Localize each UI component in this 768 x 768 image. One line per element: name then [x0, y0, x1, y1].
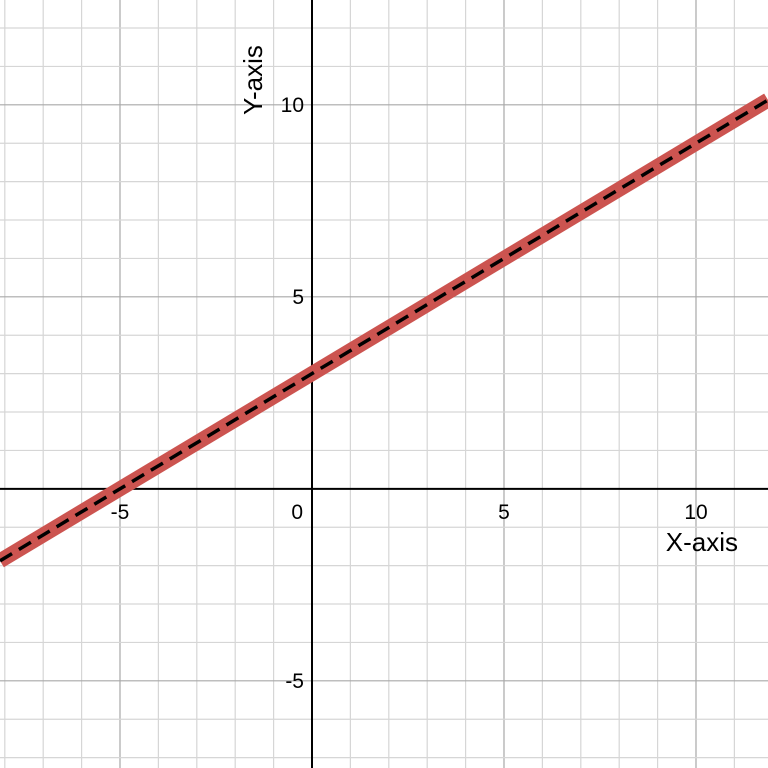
x-tick-label: 0 — [291, 501, 303, 524]
x-tick-label: 5 — [498, 501, 510, 524]
tick-labels: -5 0 5 10 -5 5 10 — [111, 94, 708, 693]
y-tick-label: -5 — [285, 670, 304, 693]
x-tick-label: -5 — [111, 501, 130, 524]
y-tick-label: 10 — [281, 94, 304, 117]
y-axis-label: Y-axis — [238, 45, 268, 115]
x-axis-label: X-axis — [666, 527, 738, 557]
y-tick-label: 5 — [292, 286, 304, 309]
series-line-dashed — [0, 98, 768, 563]
series — [0, 93, 768, 568]
x-tick-label: 10 — [684, 501, 707, 524]
